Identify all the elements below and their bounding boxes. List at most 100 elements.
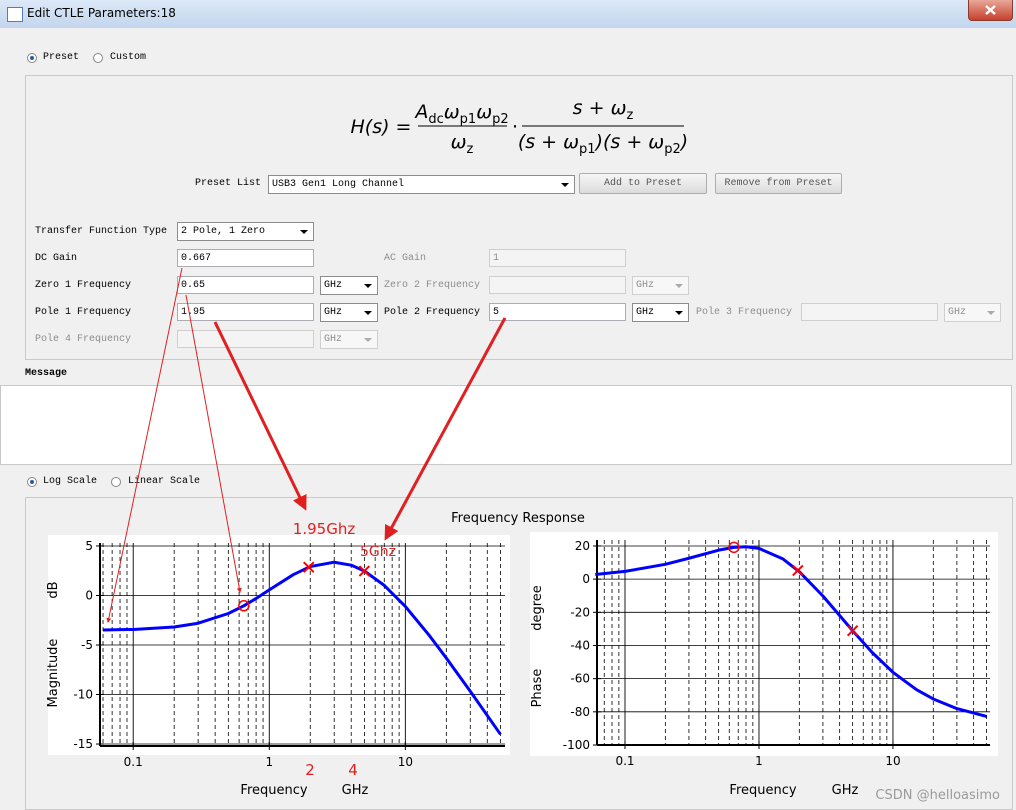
x-tick-label: 10 — [885, 754, 900, 768]
annotation: 2 — [305, 761, 315, 779]
formula-subscript: z — [467, 142, 474, 157]
plot-title: Frequency Response — [451, 511, 585, 526]
marker-cross — [358, 565, 371, 577]
formula-part: (s + ωp1)(s + ωp2) — [518, 131, 688, 157]
input[interactable] — [177, 330, 314, 348]
cross-stroke — [358, 565, 371, 577]
remove-button[interactable]: Remove from Preset — [715, 173, 842, 194]
unit-combo[interactable]: GHz — [632, 303, 689, 322]
cross-stroke — [846, 625, 859, 637]
formula-subscript: p1 — [460, 112, 477, 127]
title-bar — [0, 0, 1016, 28]
label: Preset List — [195, 178, 262, 189]
cross-stroke — [303, 561, 315, 573]
window-title: Edit CTLE Parameters:18 — [27, 6, 176, 20]
y-tick-label: 20 — [575, 539, 590, 553]
y-tick-label: -100 — [563, 738, 590, 752]
formula-subscript: z — [626, 108, 633, 123]
label: Pole 1 Frequency — [35, 307, 132, 318]
label: DC Gain — [35, 253, 78, 264]
x-axis-label: Frequency — [240, 783, 307, 798]
x-tick-label: 1 — [265, 755, 273, 769]
input[interactable]: 0.65 — [177, 276, 314, 294]
unit-combo[interactable]: GHz — [944, 303, 1001, 322]
radio-custom[interactable] — [93, 53, 103, 63]
label: Zero 1 Frequency — [35, 280, 132, 291]
x-tick-label: 1 — [755, 754, 763, 768]
formula-symbol: A — [413, 101, 428, 123]
marker-cross — [303, 561, 315, 573]
label: Pole 4 Frequency — [35, 334, 132, 345]
x-axis-label: Frequency — [729, 783, 796, 798]
y-axis-unit: degree — [530, 585, 545, 631]
input[interactable]: 1 — [489, 249, 626, 267]
y-tick-label: -60 — [570, 672, 590, 686]
x-tick-label: 10 — [398, 755, 413, 769]
input[interactable] — [489, 276, 626, 294]
formula-dot: · — [512, 116, 518, 138]
radio-log[interactable] — [27, 477, 37, 487]
formula-symbol: ω — [451, 131, 467, 153]
formula-symbol: ω — [476, 101, 492, 123]
y-axis-unit: dB — [46, 581, 61, 598]
marker-cross — [792, 564, 804, 577]
app-icon — [7, 7, 23, 22]
y-tick-label: 0 — [85, 588, 93, 602]
formula-subscript: dc — [428, 112, 443, 127]
x-tick-label: 0.1 — [124, 755, 143, 769]
formula-symbol: (s + ω — [518, 131, 579, 153]
plot-background — [530, 532, 998, 756]
input[interactable]: 5 — [489, 303, 626, 321]
radio-linear[interactable] — [111, 477, 121, 487]
y-tick-label: -40 — [570, 638, 590, 652]
message-box[interactable] — [0, 385, 1012, 465]
parameters-group — [25, 75, 1013, 360]
label: AC Gain — [384, 253, 427, 264]
input[interactable]: 1.95 — [177, 303, 314, 321]
arrow — [384, 317, 507, 541]
radio-label: Preset — [43, 52, 80, 63]
annotation: 1.95Ghz — [293, 520, 356, 538]
radio-label: Linear Scale — [128, 476, 201, 487]
label: Pole 3 Frequency — [696, 307, 793, 318]
annotation: 4 — [348, 761, 358, 779]
y-tick-label: 0 — [582, 572, 590, 586]
y-tick-label: -15 — [73, 737, 93, 751]
radio-preset[interactable] — [27, 53, 37, 63]
message-label: Message — [25, 368, 68, 379]
input[interactable]: 0.667 — [177, 249, 314, 267]
annotation: 5Ghz — [360, 544, 396, 560]
y-tick-label: -5 — [81, 638, 93, 652]
label: Pole 2 Frequency — [384, 307, 481, 318]
arrow — [185, 294, 242, 593]
close-button[interactable] — [968, 0, 1013, 21]
input[interactable] — [801, 303, 938, 321]
arrow — [106, 267, 183, 623]
unit-combo[interactable]: GHz — [320, 303, 378, 322]
x-axis-unit: GHz — [342, 783, 369, 798]
unit-combo[interactable]: GHz — [320, 276, 378, 295]
formula-symbol: )(s + ω — [594, 131, 665, 153]
formula-subscript: p2 — [492, 112, 509, 127]
add-button[interactable]: Add to Preset — [579, 173, 707, 194]
unit-combo[interactable]: GHz — [320, 330, 378, 349]
tf-combo[interactable]: 2 Pole, 1 Zero — [177, 222, 314, 241]
formula-part: ωz — [451, 131, 474, 157]
x-axis-unit: GHz — [832, 783, 859, 798]
formula-symbol: ω — [444, 101, 460, 123]
arrow — [213, 321, 307, 511]
radio-label: Custom — [110, 52, 147, 63]
label: Transfer Function Type — [35, 226, 168, 237]
marker-cross — [846, 625, 859, 637]
watermark: CSDN @helloasimo — [875, 788, 1000, 803]
y-tick-label: -20 — [570, 605, 590, 619]
preset-combo[interactable]: USB3 Gen1 Long Channel — [268, 175, 575, 194]
marker-circle — [728, 541, 740, 554]
label: Zero 2 Frequency — [384, 280, 481, 291]
marker-circle — [238, 600, 250, 612]
y-tick-label: -10 — [73, 688, 93, 702]
unit-combo[interactable]: GHz — [632, 276, 689, 295]
